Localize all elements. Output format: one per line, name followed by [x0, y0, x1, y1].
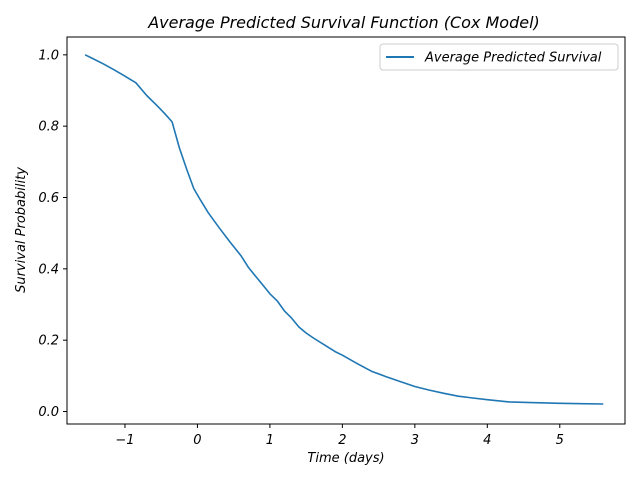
x-tick-label: 2 — [338, 433, 346, 448]
x-tick-label: 4 — [483, 433, 491, 448]
y-tick-label: 0.6 — [38, 191, 59, 206]
y-tick-label: 0.8 — [38, 120, 59, 135]
y-tick-label: 1.0 — [38, 48, 59, 63]
chart-title: Average Predicted Survival Function (Cox… — [147, 13, 540, 32]
y-axis: 0.0 0.2 0.4 0.6 0.8 1.0 — [38, 48, 67, 420]
x-tick-label: 3 — [411, 433, 419, 448]
series-line-average-predicted-survival — [84, 54, 604, 405]
x-axis-label: Time (days) — [307, 451, 384, 466]
x-tick-label: 0 — [193, 433, 201, 448]
plot-area: −1 0 1 2 3 4 5 0.0 0.2 0.4 0.6 0.8 1.0 — [38, 36, 626, 448]
x-tick-label: 1 — [266, 433, 274, 448]
y-axis-label: Survival Probability — [14, 167, 29, 293]
y-tick-label: 0.0 — [38, 405, 59, 420]
x-tick-label: 5 — [556, 433, 564, 448]
x-axis: −1 0 1 2 3 4 5 — [115, 424, 564, 448]
legend-box — [379, 43, 619, 71]
plot-frame — [66, 36, 626, 425]
legend: Average Predicted Survival — [379, 43, 619, 71]
x-tick-label: −1 — [115, 433, 134, 448]
series-layer — [84, 54, 604, 405]
y-tick-label: 0.2 — [38, 334, 59, 349]
y-tick-label: 0.4 — [38, 262, 59, 277]
legend-label: Average Predicted Survival — [424, 51, 602, 66]
